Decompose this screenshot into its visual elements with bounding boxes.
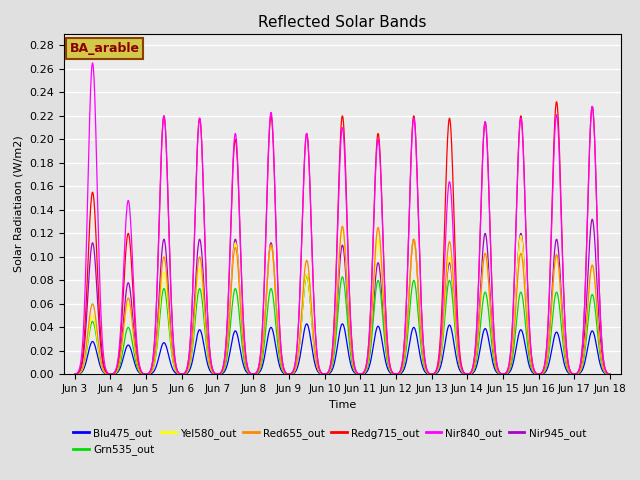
Text: BA_arable: BA_arable — [70, 42, 140, 55]
Legend: Blu475_out, Grn535_out, Yel580_out, Red655_out, Redg715_out, Nir840_out, Nir945_: Blu475_out, Grn535_out, Yel580_out, Red6… — [69, 424, 590, 459]
Title: Reflected Solar Bands: Reflected Solar Bands — [258, 15, 427, 30]
X-axis label: Time: Time — [329, 400, 356, 409]
Y-axis label: Solar Radiatiaon (W/m2): Solar Radiatiaon (W/m2) — [14, 136, 24, 272]
